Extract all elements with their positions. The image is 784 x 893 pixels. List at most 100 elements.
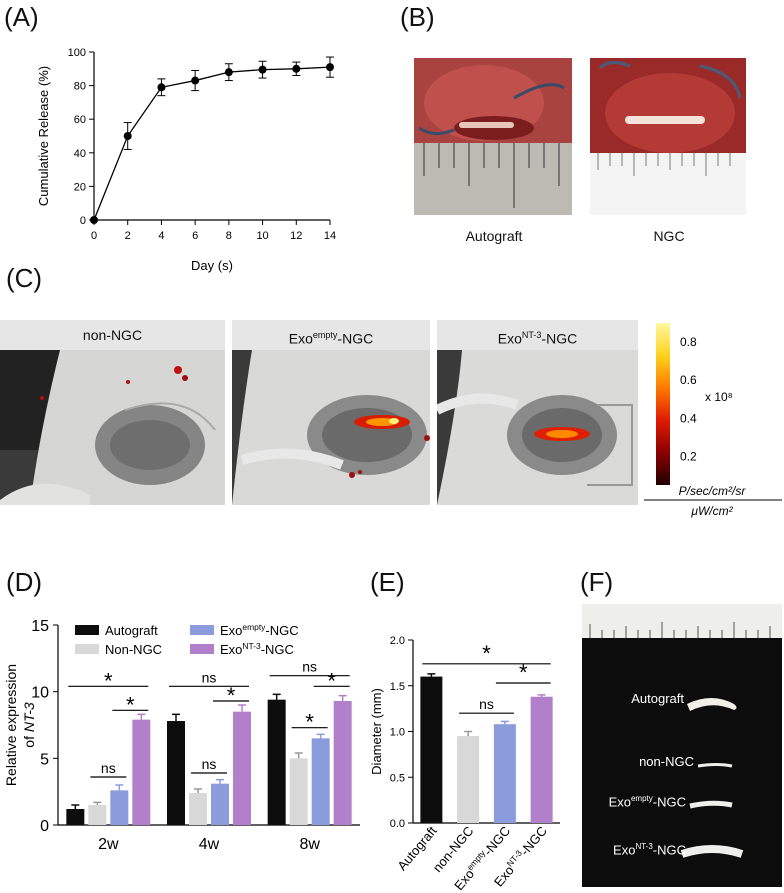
bar bbox=[457, 736, 480, 823]
bar bbox=[110, 790, 129, 825]
header-exo-empty-ngc: Exoempty-NGC bbox=[232, 320, 430, 350]
legend-swatch bbox=[190, 625, 214, 635]
y-tick-label: 1.0 bbox=[390, 727, 405, 739]
legend-swatch bbox=[75, 625, 99, 635]
specimen-ruler bbox=[589, 622, 771, 638]
y-tick-label: 0 bbox=[40, 818, 49, 835]
bar bbox=[267, 699, 286, 825]
label-exo-nt3-ngc: ExoNT-3-NGC bbox=[613, 842, 686, 858]
bar bbox=[211, 783, 229, 825]
significance-label: ns bbox=[479, 696, 494, 712]
data-point bbox=[191, 76, 200, 85]
significance-label: * bbox=[482, 641, 491, 666]
ruler-ticks bbox=[597, 153, 731, 176]
y-tick-label: 100 bbox=[68, 47, 86, 59]
data-point bbox=[326, 63, 334, 72]
colorbar-tick: 0.8 bbox=[680, 335, 697, 349]
bar bbox=[493, 724, 516, 823]
bar bbox=[420, 676, 443, 823]
data-point bbox=[258, 65, 267, 74]
nerve-specimen-photo: Autograft non-NGC Exoempty-NGC ExoNT-3-N… bbox=[582, 604, 782, 887]
nerve-exo-nt3 bbox=[680, 845, 744, 858]
y-axis-title: Cumulative Release (%) bbox=[36, 66, 51, 206]
colorbar-unit-numerator: P/sec/cm²/sr bbox=[679, 484, 747, 498]
y-tick-label: 1.5 bbox=[390, 681, 405, 693]
x-tick-label: 10 bbox=[256, 230, 268, 242]
nerve-non-ngc bbox=[697, 763, 733, 768]
bar bbox=[333, 701, 352, 825]
bar bbox=[66, 809, 85, 825]
surgery-photo-autograft bbox=[414, 58, 572, 215]
x-tick-label: 14 bbox=[324, 230, 336, 242]
y-tick-label: 15 bbox=[31, 618, 49, 635]
significance-label: * bbox=[519, 660, 528, 685]
bar bbox=[132, 719, 151, 825]
panel-label-a: (A) bbox=[4, 2, 39, 32]
significance-label: * bbox=[305, 710, 314, 735]
nerve-exo-empty bbox=[689, 800, 733, 809]
nerve-autograft bbox=[687, 698, 737, 711]
colorbar-tick: 0.4 bbox=[680, 411, 697, 425]
panel-label-c: (C) bbox=[6, 263, 43, 293]
legend-label: Exoempty-NGC bbox=[220, 622, 299, 638]
significance-label: ns bbox=[202, 669, 217, 685]
significance-label: * bbox=[126, 692, 135, 717]
y-axis-title-line2: of NT-3 bbox=[21, 702, 37, 748]
bar bbox=[88, 805, 107, 825]
x-tick-label: 8w bbox=[299, 836, 320, 853]
panel-label-d: (D) bbox=[6, 567, 43, 597]
ivis-image-non-ngc bbox=[0, 350, 225, 505]
significance-label: ns bbox=[101, 760, 116, 776]
label-non-ngc: non-NGC bbox=[639, 754, 694, 769]
bar bbox=[311, 738, 330, 825]
legend-label: ExoNT-3-NGC bbox=[220, 641, 294, 657]
header-exo-nt3-ngc: ExoNT-3-NGC bbox=[437, 320, 638, 350]
panel-label-b: (B) bbox=[400, 2, 435, 32]
y-tick-label: 5 bbox=[40, 751, 49, 768]
colorbar-tick: 0.2 bbox=[680, 449, 697, 463]
x-tick-label: 4w bbox=[199, 836, 220, 853]
panel-label-f: (F) bbox=[580, 567, 614, 597]
significance-label: ns bbox=[302, 659, 317, 675]
data-point bbox=[224, 68, 233, 77]
bar bbox=[167, 721, 185, 825]
label-autograft: Autograft bbox=[631, 691, 684, 706]
legend-label: Autograft bbox=[105, 623, 158, 638]
label-exo-empty-ngc: Exoempty-NGC bbox=[608, 794, 686, 810]
x-tick-label: 0 bbox=[91, 230, 97, 242]
y-axis-title: Diameter (mm) bbox=[369, 688, 384, 775]
panel-label-e: (E) bbox=[370, 567, 405, 597]
y-tick-label: 0.5 bbox=[390, 772, 405, 784]
bar bbox=[189, 793, 207, 825]
x-tick-label: 4 bbox=[158, 230, 164, 242]
colorbar-gradient bbox=[656, 323, 670, 485]
surgery-photo-ngc bbox=[590, 58, 746, 215]
ivis-image-exo-empty-ngc bbox=[232, 350, 430, 505]
x-tick-label: 2w bbox=[98, 836, 119, 853]
significance-label: ns bbox=[202, 756, 217, 772]
legend-swatch bbox=[190, 644, 214, 654]
bar bbox=[289, 758, 308, 825]
nt3-expression-chart: Autograft Non-NGC Exoempty-NGC ExoNT-3-NGC 0… bbox=[3, 618, 360, 853]
significance-label: * bbox=[104, 668, 113, 693]
x-tick-label: 8 bbox=[226, 230, 232, 242]
data-point bbox=[90, 216, 98, 224]
ruler-ticks bbox=[423, 143, 560, 208]
release-curve-chart: 0 20 40 60 80 100 0 2 4 6 8 10 12 14 Day (s) Cumulative… bbox=[36, 47, 336, 273]
data-point bbox=[123, 132, 132, 140]
colorbar-scale: x 10⁸ bbox=[705, 390, 733, 404]
legend-label: Non-NGC bbox=[105, 642, 162, 657]
y-tick-label: 80 bbox=[74, 81, 86, 93]
y-tick-label: 40 bbox=[74, 148, 86, 160]
colorbar-tick: 0.6 bbox=[680, 373, 697, 387]
significance-label: * bbox=[227, 683, 236, 708]
y-tick-label: 10 bbox=[31, 685, 49, 702]
bar bbox=[233, 711, 251, 825]
x-tick-label: 6 bbox=[192, 230, 198, 242]
header-non-ngc: non-NGC bbox=[0, 320, 225, 350]
legend-swatch bbox=[75, 644, 99, 654]
intensity-colorbar: 0.8 0.6 0.4 0.2 x 10⁸ P/sec/cm²/sr μW/cm² bbox=[644, 323, 782, 518]
y-tick-label: 20 bbox=[74, 181, 86, 193]
colorbar-unit-denominator: μW/cm² bbox=[690, 504, 733, 518]
release-line bbox=[93, 66, 331, 221]
